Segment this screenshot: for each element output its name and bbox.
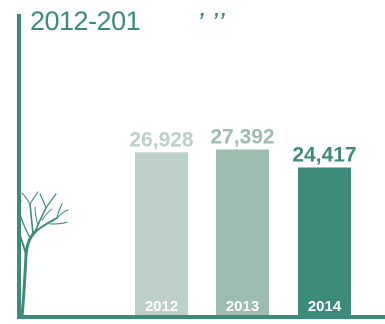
chart-title: 2012-201 [30, 6, 141, 36]
bars-group: 26,928 2012 27,392 2013 24,417 2014 [129, 126, 357, 315]
tree-icon [18, 191, 69, 318]
bar-2012 [135, 152, 188, 315]
value-label-2013: 27,392 [210, 126, 274, 149]
category-label-2014: 2014 [308, 298, 342, 315]
bar-2014 [298, 167, 351, 315]
bar-2013 [216, 149, 269, 315]
chart-title-fragment: ’ ’’ [198, 10, 227, 32]
value-label-2012: 26,928 [129, 128, 194, 151]
category-label-2013: 2013 [226, 298, 259, 315]
category-label-2012: 2012 [145, 298, 178, 315]
value-label-2014: 24,417 [292, 143, 356, 166]
